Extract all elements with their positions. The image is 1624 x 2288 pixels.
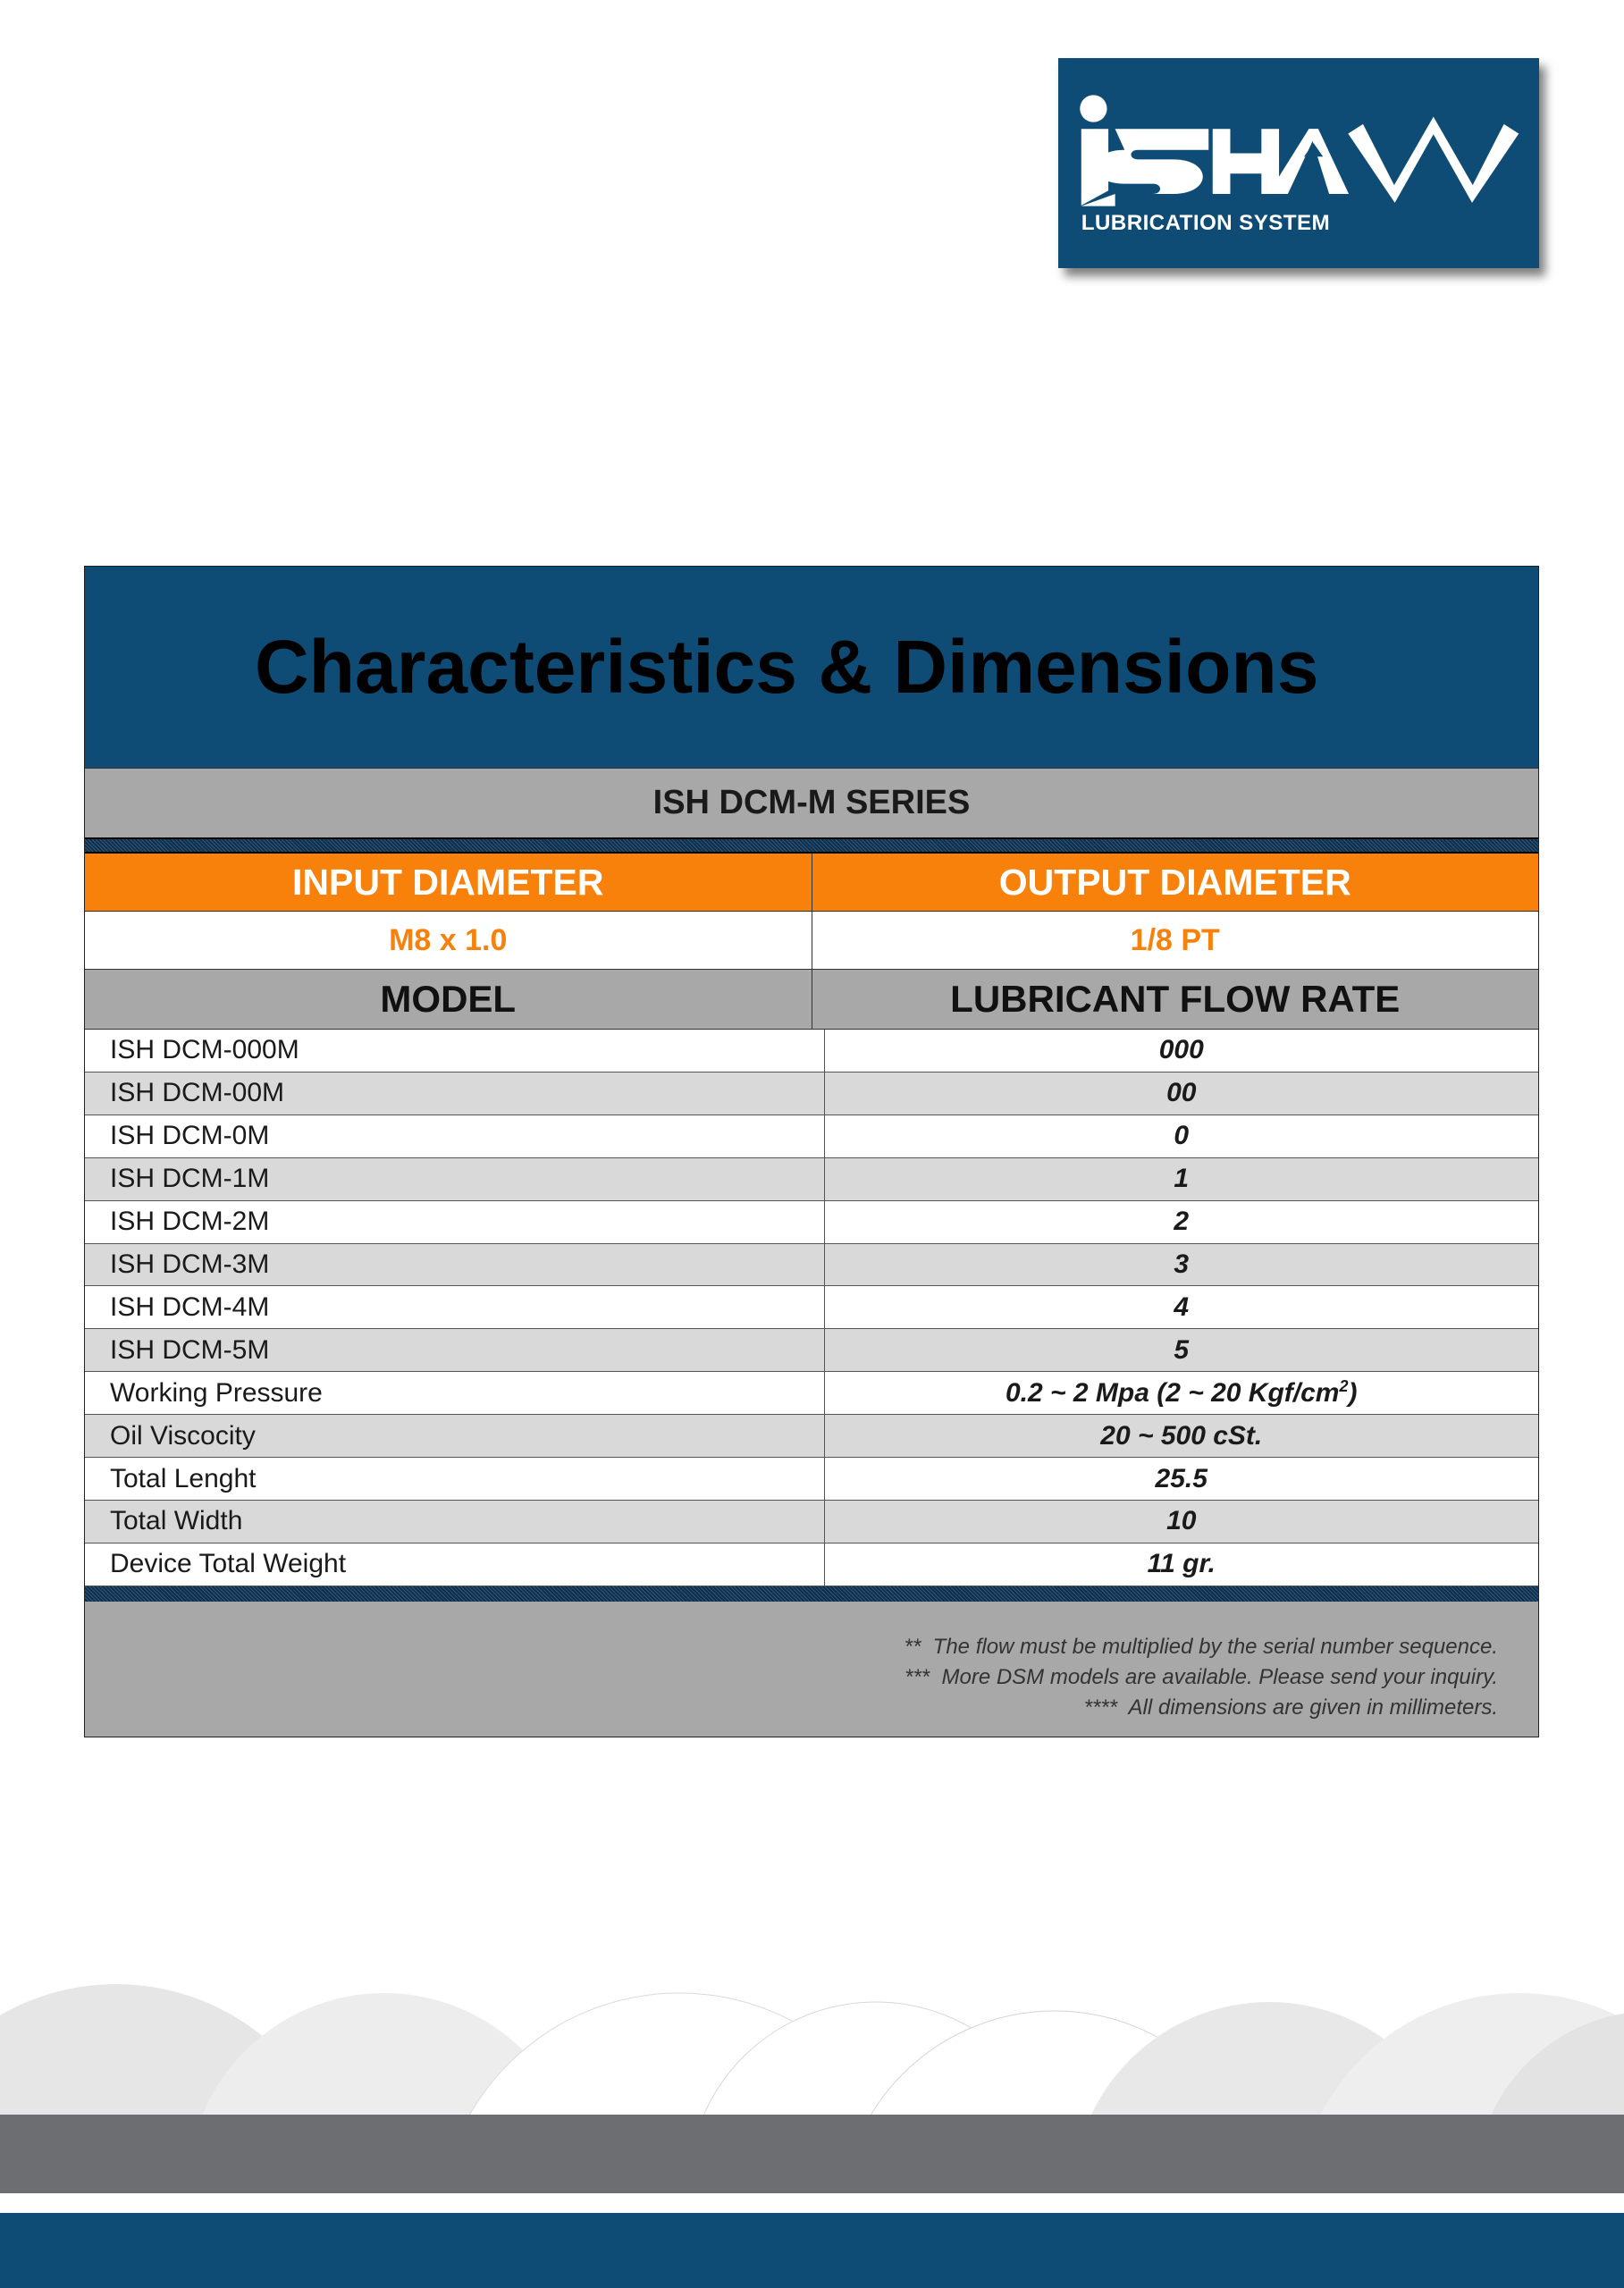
svg-text:LUBRICATION SYSTEM: LUBRICATION SYSTEM — [1081, 211, 1330, 235]
